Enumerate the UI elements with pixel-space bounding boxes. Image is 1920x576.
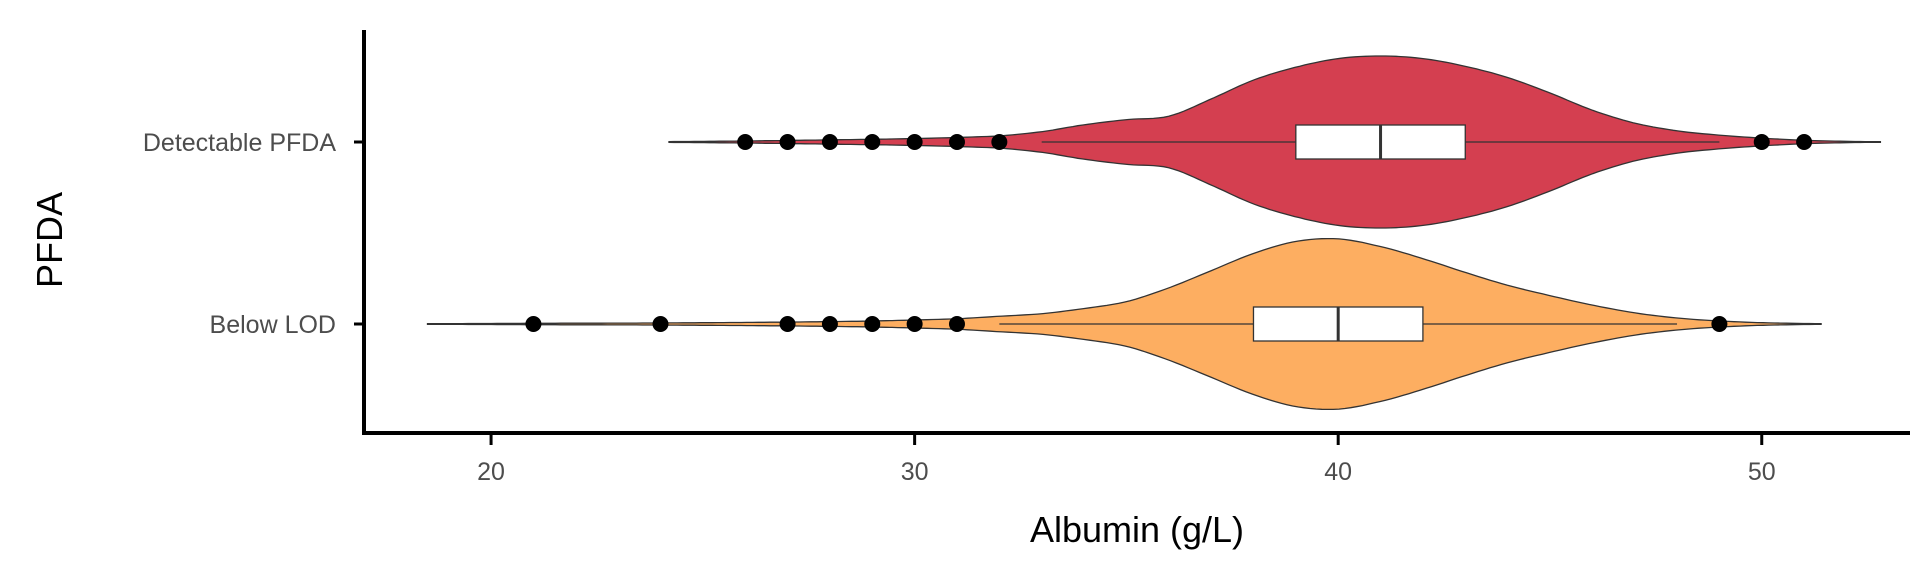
outlier-point — [525, 316, 542, 332]
outlier-point — [821, 134, 838, 150]
violin-group — [426, 237, 1822, 411]
x-tick-label: 40 — [1324, 458, 1352, 486]
outlier-point — [652, 316, 669, 332]
outlier-point — [779, 316, 796, 332]
outlier-point — [906, 134, 923, 150]
x-axis-title: Albumin (g/L) — [1030, 509, 1244, 550]
outlier-point — [906, 316, 923, 332]
outlier-point — [1796, 134, 1813, 150]
outlier-point — [991, 134, 1008, 150]
outlier-point — [1753, 134, 1770, 150]
axes — [362, 30, 1910, 435]
plot-area — [426, 55, 1882, 411]
axis-ticks: Detectable PFDA Below LOD 20 30 40 50 — [143, 129, 1776, 486]
outlier-point — [821, 316, 838, 332]
outlier-point — [864, 134, 881, 150]
outlier-point — [1711, 316, 1728, 332]
x-tick-label: 30 — [901, 458, 929, 486]
outlier-point — [948, 316, 965, 332]
y-tick-label: Below LOD — [210, 311, 336, 339]
y-tick-label: Detectable PFDA — [143, 129, 336, 157]
outlier-point — [948, 134, 965, 150]
y-axis-title: PFDA — [29, 192, 70, 288]
outlier-point — [737, 134, 754, 150]
outlier-point — [779, 134, 796, 150]
x-tick-label: 20 — [477, 458, 505, 486]
x-tick-label: 50 — [1748, 458, 1776, 486]
outlier-point — [864, 316, 881, 332]
violin-group — [668, 55, 1882, 229]
